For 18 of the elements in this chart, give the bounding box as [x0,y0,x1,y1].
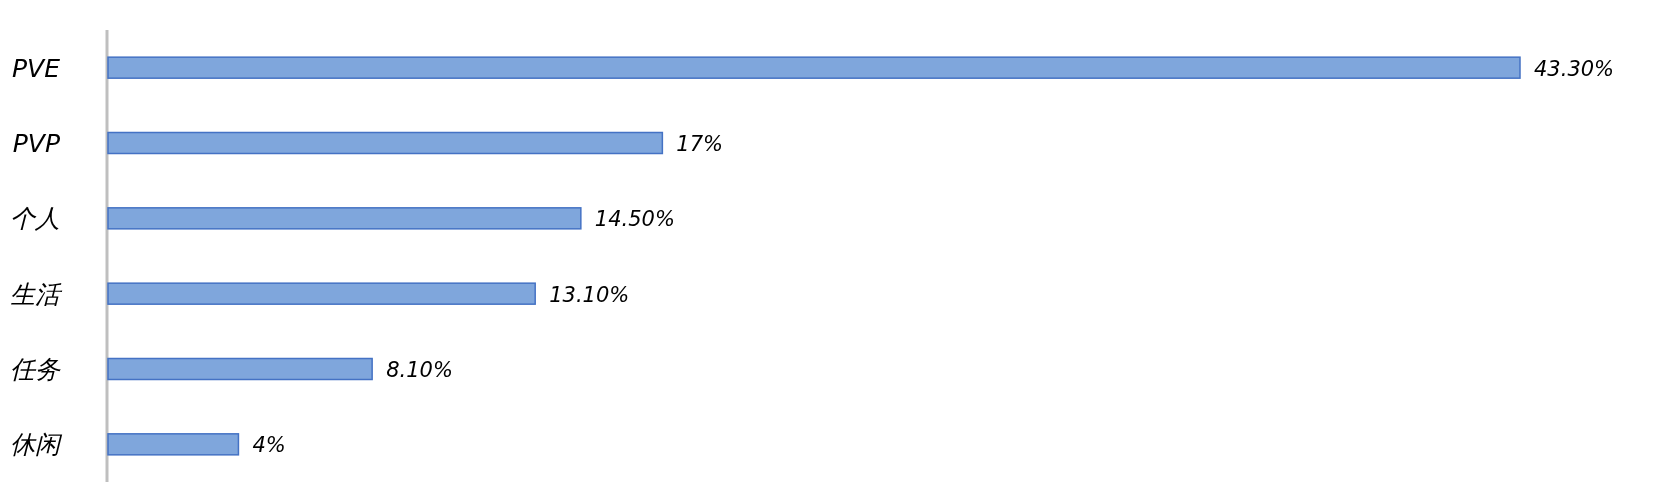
y-tick-label: 个人 [10,204,60,234]
bar [107,207,582,230]
data-label: 4% [252,433,286,458]
bar [107,56,1521,79]
data-label: 17% [676,132,724,156]
bar [107,131,664,155]
bar [107,357,373,381]
y-tick-label: PVE [12,53,61,83]
y-tick-label: 任务 [10,355,61,384]
y-tick-label: 休闲 [10,430,63,460]
bar [107,282,536,305]
y-tick-label: PVP [12,129,61,158]
data-label: 43.30% [1534,56,1615,81]
data-label: 13.10% [549,282,630,307]
data-label: 14.50% [594,207,675,232]
y-tick-label: 生活 [10,279,63,309]
data-label: 8.10% [386,358,453,382]
bar [107,433,240,456]
